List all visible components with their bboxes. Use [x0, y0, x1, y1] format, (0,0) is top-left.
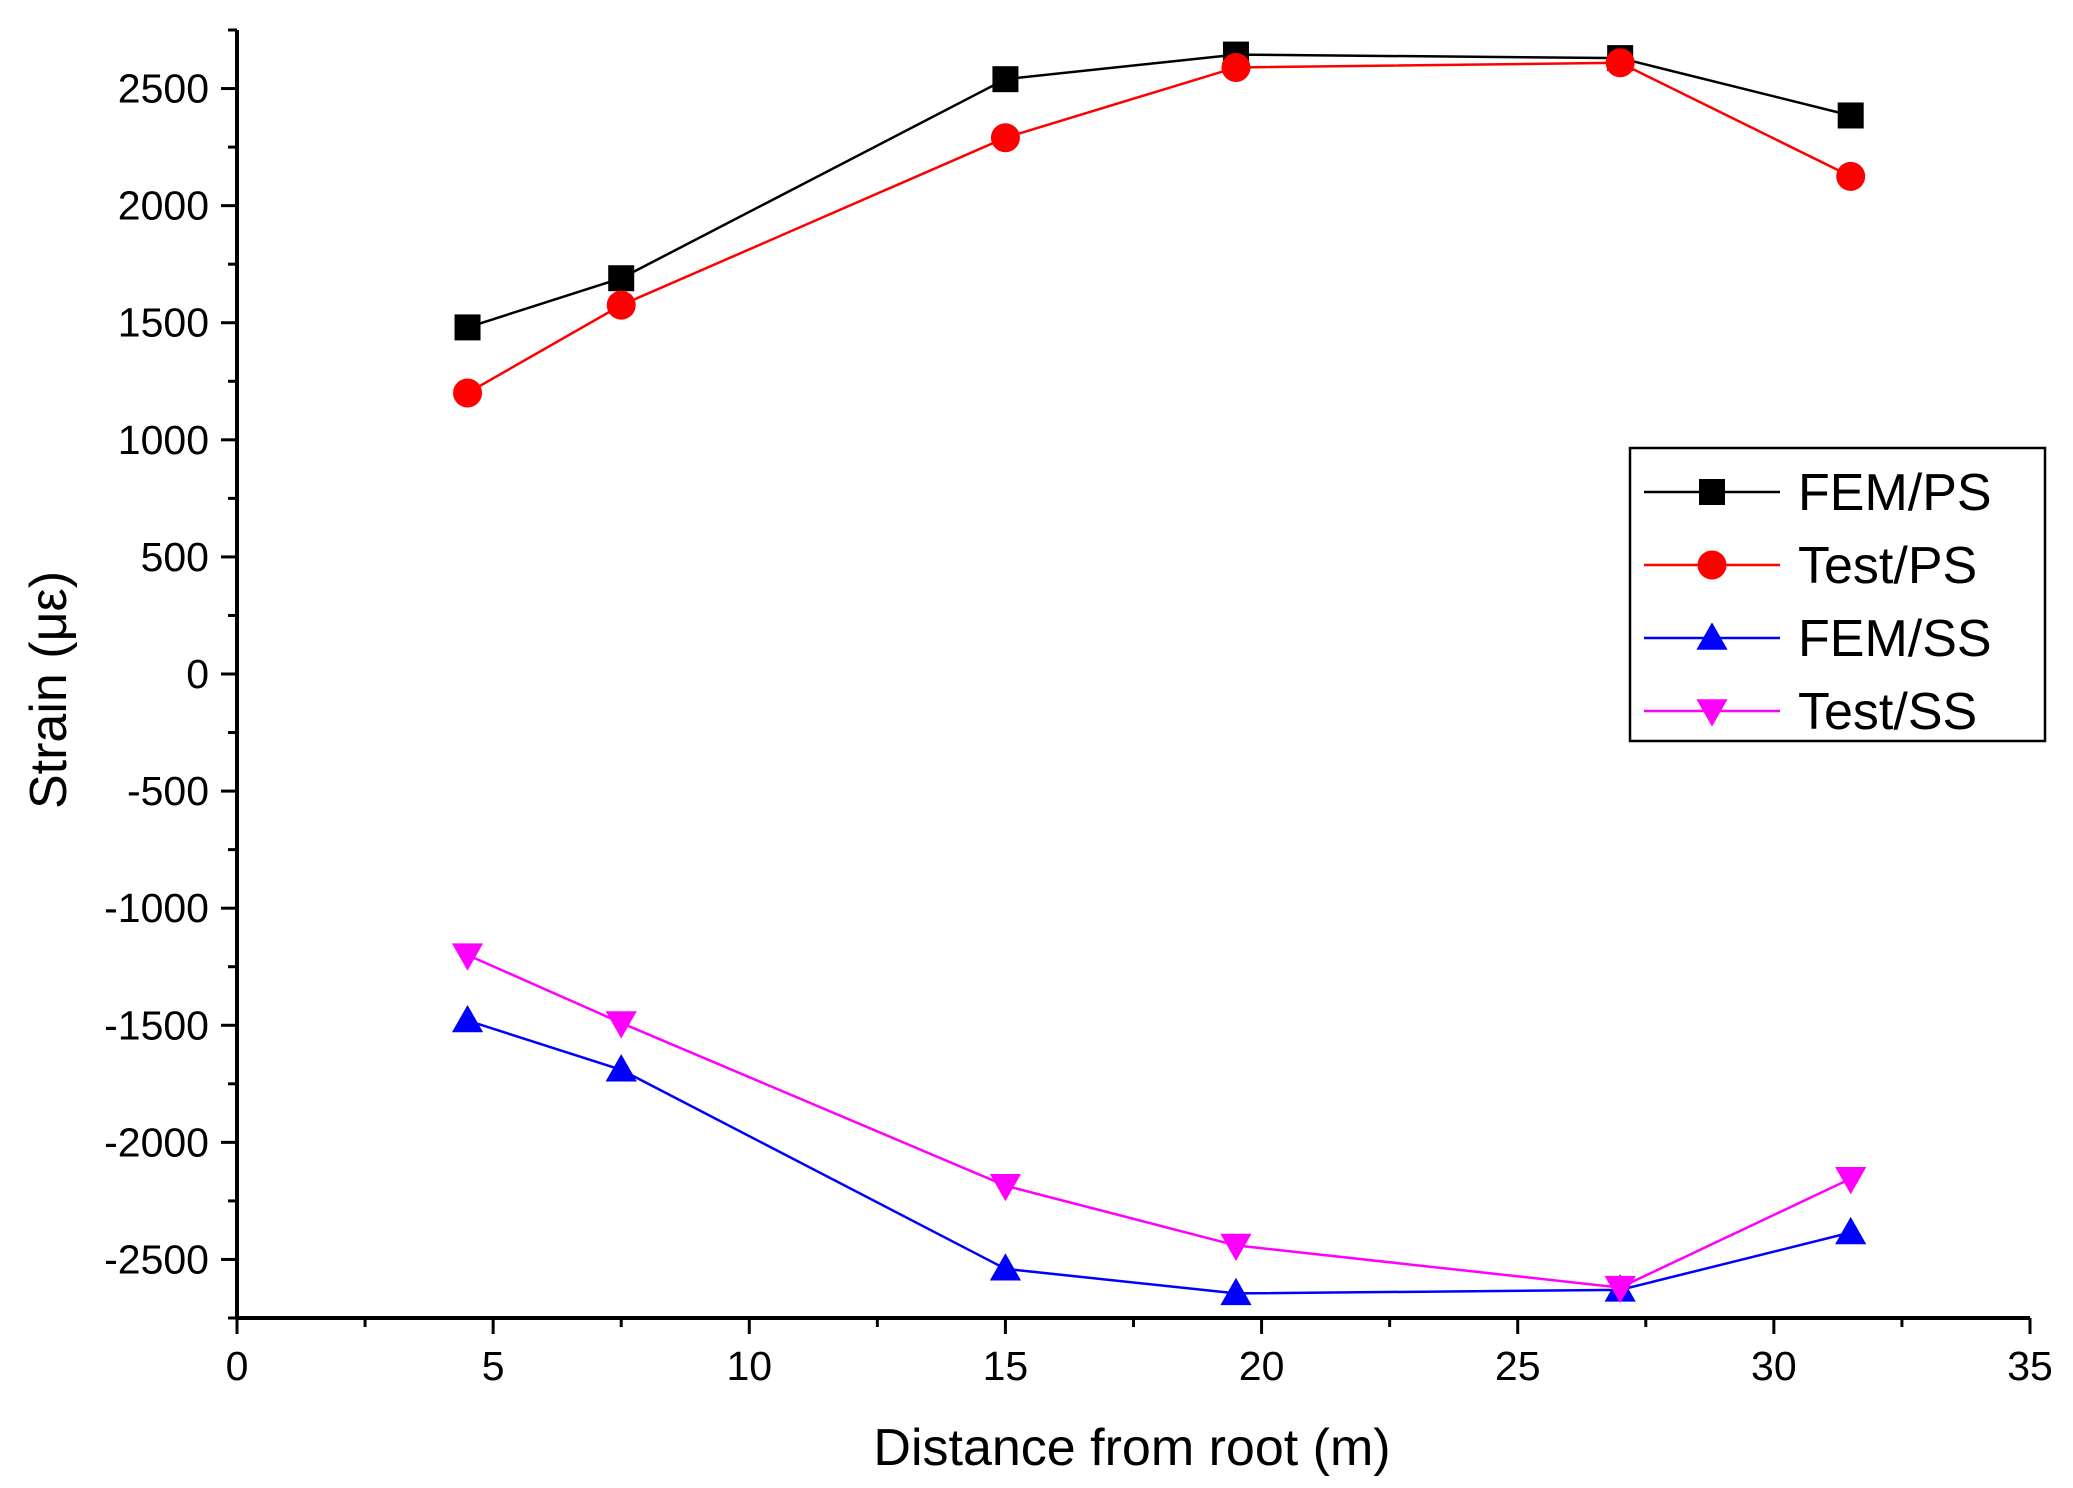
series-line-test-ss	[467, 953, 1852, 1289]
y-tick-label: -1000	[104, 885, 209, 931]
series-line-fem-ps	[467, 53, 1852, 329]
legend-label-fem-ps: FEM/PS	[1798, 464, 1992, 522]
data-point-test-ss	[1604, 1275, 1636, 1304]
legend: FEM/PS Test/PS FEM/SS Test/SS	[1628, 446, 2047, 743]
y-tick-label: 500	[141, 534, 209, 580]
legend-label-fem-ss: FEM/SS	[1798, 610, 1992, 668]
x-tick-label: 30	[1751, 1343, 1797, 1389]
y-tick-label: 1500	[118, 300, 209, 346]
legend-marker-fem-ps	[1699, 479, 1725, 505]
series-test-ss	[451, 943, 1867, 1304]
data-point-test-ss	[989, 1173, 1022, 1202]
y-axis-title: Strain (με)	[20, 571, 78, 809]
data-point-fem-ps	[454, 314, 481, 341]
legend-marker-fem-ss	[1696, 622, 1728, 650]
series-line-test-ps	[466, 61, 1852, 395]
data-point-test-ss	[1835, 1166, 1867, 1195]
y-tick-label: 1000	[118, 417, 209, 463]
data-point-test-ps	[1836, 161, 1866, 191]
data-point-test-ps	[1221, 52, 1251, 82]
data-point-test-ps	[1605, 48, 1635, 78]
series-fem-ss	[451, 1004, 1867, 1306]
x-tick-label: 5	[482, 1343, 505, 1389]
x-axis-title: Distance from root (m)	[873, 1419, 1390, 1477]
legend-label-test-ps: Test/PS	[1798, 537, 1977, 595]
x-tick-label: 0	[226, 1343, 249, 1389]
data-point-fem-ss	[451, 1004, 484, 1033]
x-tick-label: 20	[1239, 1343, 1285, 1389]
x-tick-label: 25	[1495, 1343, 1541, 1389]
legend-marker-test-ss	[1696, 699, 1728, 727]
series-fem-ps	[454, 41, 1864, 341]
y-tick-label: 2000	[118, 183, 209, 229]
data-point-test-ss	[1220, 1233, 1252, 1262]
data-point-fem-ss	[1835, 1216, 1867, 1245]
data-point-test-ps	[453, 378, 483, 408]
data-point-test-ss	[451, 943, 484, 971]
y-tick-label: -1500	[104, 1002, 209, 1048]
x-tick-label: 35	[2007, 1343, 2053, 1389]
x-tick-label: 15	[983, 1343, 1029, 1389]
data-point-fem-ss	[989, 1253, 1022, 1281]
series-test-ps	[453, 48, 1866, 408]
y-tick-label: -2500	[104, 1236, 209, 1282]
y-tick-label: -2000	[104, 1119, 209, 1165]
data-point-fem-ps	[608, 265, 635, 292]
x-tick-label: 10	[726, 1343, 772, 1389]
data-point-test-ps	[606, 290, 636, 320]
legend-marker-test-ps	[1697, 550, 1727, 580]
y-tick-label: -500	[127, 768, 209, 814]
legend-label-test-ss: Test/SS	[1798, 683, 1977, 741]
y-tick-label: 0	[186, 651, 209, 697]
series-layer	[451, 41, 1867, 1306]
data-point-fem-ps	[992, 66, 1019, 93]
data-point-fem-ss	[1220, 1277, 1252, 1306]
data-point-test-ps	[990, 123, 1020, 153]
series-line-fem-ss	[467, 1019, 1852, 1295]
data-point-fem-ss	[605, 1054, 637, 1082]
data-point-test-ss	[605, 1011, 637, 1039]
data-point-fem-ps	[1837, 102, 1864, 129]
y-tick-label: 2500	[118, 66, 209, 112]
axes: 0 5 10 15 20 25 30 35 -2500 -2000 -1500 -1000 -500 0 5…	[104, 28, 2053, 1389]
